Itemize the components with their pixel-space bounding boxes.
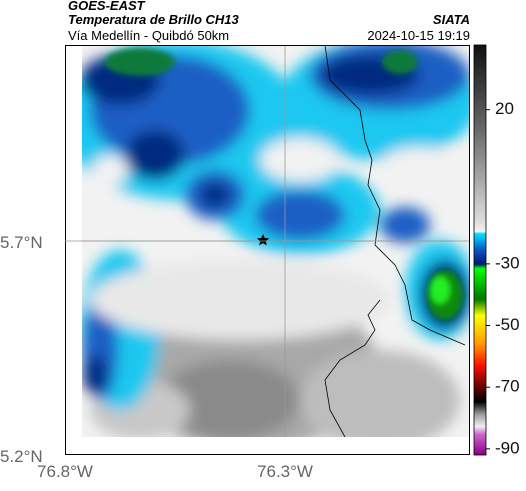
- satellite-image: [82, 45, 470, 437]
- caption: Vía Medellín - Quibdó 50km: [68, 28, 229, 43]
- colorbar: [473, 44, 487, 456]
- lon-tick-label: 76.3°W: [257, 462, 313, 481]
- colorbar-tick-label: -70: [495, 377, 520, 396]
- colorbar-tick-label: -50: [495, 315, 520, 334]
- title: GOES-EAST: [68, 0, 146, 13]
- lat-tick-label: 5.2°N: [0, 447, 43, 466]
- subtitle: Temperatura de Brillo CH13: [68, 12, 240, 27]
- colorbar-tick-label: -90: [495, 438, 520, 457]
- colorbar-tick-label: 20: [495, 99, 514, 118]
- colorbar-tick-label: -30: [495, 253, 520, 272]
- map-frame: [65, 45, 470, 455]
- datetime: 2024-10-15 19:19: [367, 28, 470, 43]
- lat-tick-label: 5.7°N: [0, 233, 43, 252]
- source: SIATA: [433, 12, 470, 27]
- lon-tick-label: 76.8°W: [37, 462, 93, 481]
